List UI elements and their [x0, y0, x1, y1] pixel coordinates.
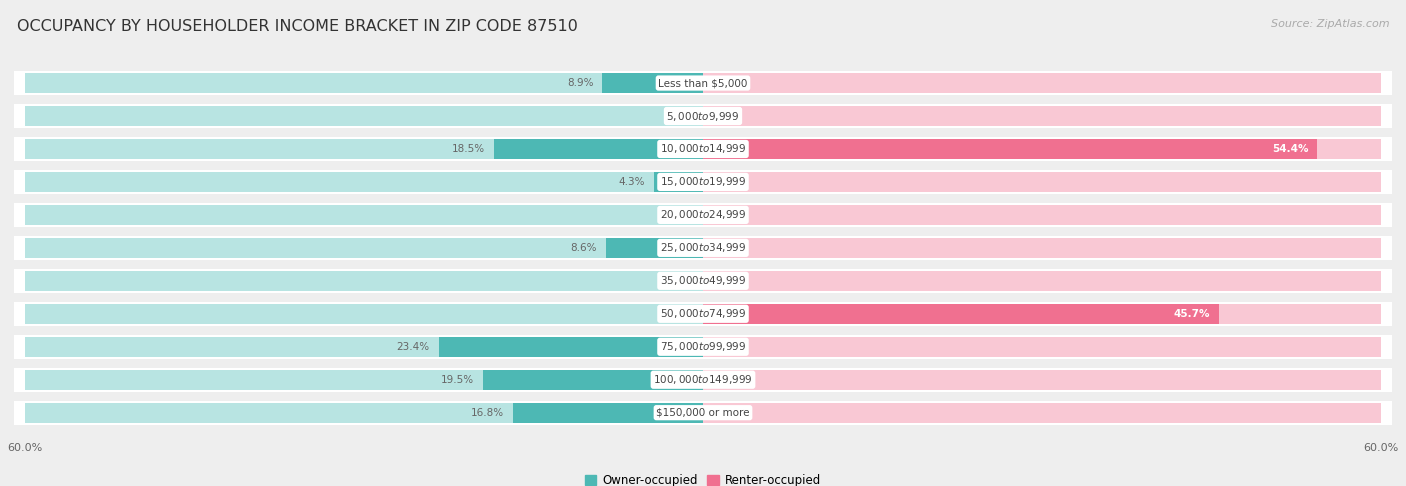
FancyBboxPatch shape — [14, 137, 1392, 161]
FancyBboxPatch shape — [14, 170, 1392, 194]
FancyBboxPatch shape — [25, 304, 703, 324]
Text: 16.8%: 16.8% — [471, 408, 505, 417]
FancyBboxPatch shape — [25, 238, 703, 258]
FancyBboxPatch shape — [703, 238, 1381, 258]
FancyBboxPatch shape — [703, 403, 1381, 422]
FancyBboxPatch shape — [25, 205, 703, 225]
FancyBboxPatch shape — [703, 271, 1381, 291]
FancyBboxPatch shape — [703, 205, 1381, 225]
Text: 8.6%: 8.6% — [571, 243, 596, 253]
Text: 0.0%: 0.0% — [668, 309, 695, 319]
Text: 0.0%: 0.0% — [711, 177, 738, 187]
Text: $25,000 to $34,999: $25,000 to $34,999 — [659, 242, 747, 254]
FancyBboxPatch shape — [703, 139, 1317, 159]
FancyBboxPatch shape — [25, 337, 703, 357]
FancyBboxPatch shape — [603, 73, 703, 93]
FancyBboxPatch shape — [25, 139, 703, 159]
FancyBboxPatch shape — [25, 403, 703, 422]
FancyBboxPatch shape — [25, 271, 703, 291]
Text: 8.9%: 8.9% — [567, 78, 593, 88]
Text: 0.0%: 0.0% — [668, 210, 695, 220]
Text: $35,000 to $49,999: $35,000 to $49,999 — [659, 274, 747, 287]
FancyBboxPatch shape — [703, 304, 1219, 324]
Text: $100,000 to $149,999: $100,000 to $149,999 — [654, 373, 752, 386]
FancyBboxPatch shape — [14, 368, 1392, 392]
FancyBboxPatch shape — [494, 139, 703, 159]
Text: 0.0%: 0.0% — [668, 111, 695, 121]
FancyBboxPatch shape — [439, 337, 703, 357]
FancyBboxPatch shape — [25, 73, 703, 93]
Text: 0.0%: 0.0% — [711, 276, 738, 286]
Text: 4.3%: 4.3% — [619, 177, 645, 187]
Text: 19.5%: 19.5% — [440, 375, 474, 385]
Text: $10,000 to $14,999: $10,000 to $14,999 — [659, 142, 747, 156]
FancyBboxPatch shape — [25, 370, 703, 390]
FancyBboxPatch shape — [25, 106, 703, 126]
FancyBboxPatch shape — [513, 403, 703, 422]
FancyBboxPatch shape — [25, 172, 703, 192]
Text: 0.0%: 0.0% — [711, 408, 738, 417]
Text: $150,000 or more: $150,000 or more — [657, 408, 749, 417]
Text: $5,000 to $9,999: $5,000 to $9,999 — [666, 109, 740, 122]
Text: Less than $5,000: Less than $5,000 — [658, 78, 748, 88]
FancyBboxPatch shape — [654, 172, 703, 192]
FancyBboxPatch shape — [14, 335, 1392, 359]
FancyBboxPatch shape — [14, 236, 1392, 260]
Text: Source: ZipAtlas.com: Source: ZipAtlas.com — [1271, 19, 1389, 30]
FancyBboxPatch shape — [703, 370, 1381, 390]
FancyBboxPatch shape — [14, 269, 1392, 293]
FancyBboxPatch shape — [14, 302, 1392, 326]
FancyBboxPatch shape — [14, 401, 1392, 425]
FancyBboxPatch shape — [703, 304, 1381, 324]
FancyBboxPatch shape — [703, 73, 1381, 93]
FancyBboxPatch shape — [14, 71, 1392, 95]
Text: 0.0%: 0.0% — [668, 276, 695, 286]
Text: 18.5%: 18.5% — [451, 144, 485, 154]
FancyBboxPatch shape — [703, 139, 1381, 159]
Text: 0.0%: 0.0% — [711, 243, 738, 253]
FancyBboxPatch shape — [703, 106, 1381, 126]
Text: OCCUPANCY BY HOUSEHOLDER INCOME BRACKET IN ZIP CODE 87510: OCCUPANCY BY HOUSEHOLDER INCOME BRACKET … — [17, 19, 578, 35]
Text: $20,000 to $24,999: $20,000 to $24,999 — [659, 208, 747, 222]
Text: $50,000 to $74,999: $50,000 to $74,999 — [659, 307, 747, 320]
FancyBboxPatch shape — [703, 172, 1381, 192]
Text: 0.0%: 0.0% — [711, 210, 738, 220]
Text: 0.0%: 0.0% — [711, 375, 738, 385]
Text: 54.4%: 54.4% — [1272, 144, 1309, 154]
FancyBboxPatch shape — [14, 104, 1392, 128]
Text: 0.0%: 0.0% — [711, 78, 738, 88]
Legend: Owner-occupied, Renter-occupied: Owner-occupied, Renter-occupied — [579, 469, 827, 486]
Text: 0.0%: 0.0% — [711, 342, 738, 352]
FancyBboxPatch shape — [606, 238, 703, 258]
Text: 45.7%: 45.7% — [1174, 309, 1211, 319]
Text: $15,000 to $19,999: $15,000 to $19,999 — [659, 175, 747, 189]
Text: 23.4%: 23.4% — [396, 342, 430, 352]
FancyBboxPatch shape — [703, 337, 1381, 357]
FancyBboxPatch shape — [482, 370, 703, 390]
FancyBboxPatch shape — [14, 203, 1392, 227]
Text: $75,000 to $99,999: $75,000 to $99,999 — [659, 340, 747, 353]
Text: 0.0%: 0.0% — [711, 111, 738, 121]
